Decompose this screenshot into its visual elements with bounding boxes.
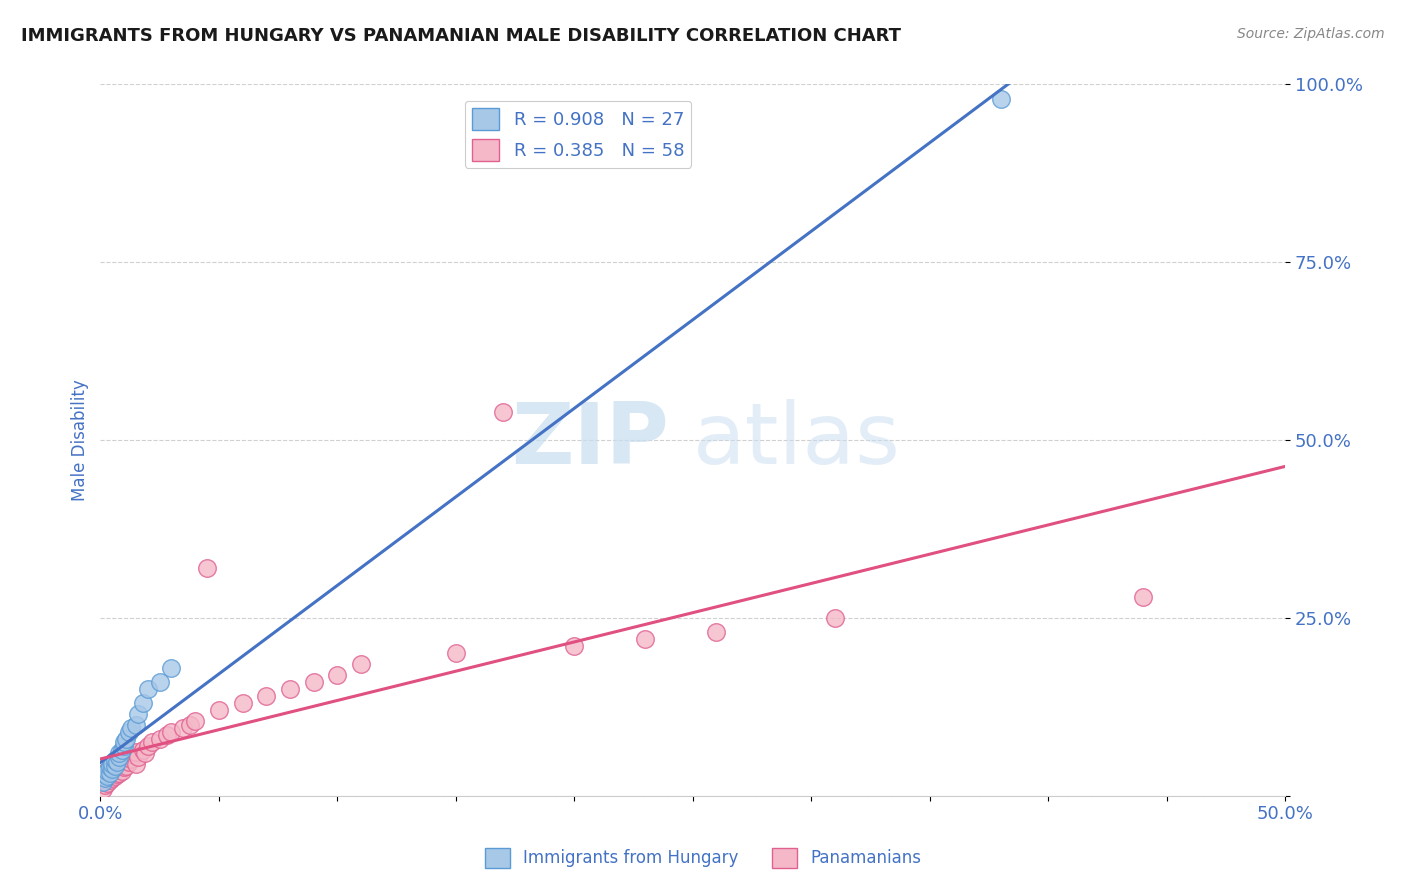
- Point: [103, 762, 125, 776]
- Point: [160, 724, 183, 739]
- Point: [98, 766, 121, 780]
- Point: [115, 731, 138, 746]
- Point: [94, 771, 117, 785]
- Point: [125, 756, 148, 771]
- Legend: Immigrants from Hungary, Panamanians: Immigrants from Hungary, Panamanians: [478, 841, 928, 875]
- Point: [824, 611, 846, 625]
- Y-axis label: Male Disability: Male Disability: [72, 379, 89, 501]
- Point: [132, 696, 155, 710]
- Point: [208, 703, 231, 717]
- Point: [91, 781, 114, 796]
- Point: [111, 764, 134, 778]
- Point: [111, 742, 134, 756]
- Point: [634, 632, 657, 647]
- Text: atlas: atlas: [693, 399, 901, 482]
- Point: [96, 764, 118, 778]
- Point: [444, 647, 467, 661]
- Point: [172, 721, 194, 735]
- Point: [96, 764, 118, 778]
- Point: [101, 756, 124, 771]
- Point: [103, 759, 125, 773]
- Point: [105, 753, 128, 767]
- Point: [103, 769, 125, 783]
- Point: [98, 773, 121, 788]
- Point: [115, 749, 138, 764]
- Point: [103, 753, 125, 767]
- Point: [101, 756, 124, 771]
- Point: [118, 755, 141, 769]
- Point: [990, 92, 1012, 106]
- Point: [1132, 590, 1154, 604]
- Point: [136, 681, 159, 696]
- Point: [112, 739, 135, 753]
- Text: IMMIGRANTS FROM HUNGARY VS PANAMANIAN MALE DISABILITY CORRELATION CHART: IMMIGRANTS FROM HUNGARY VS PANAMANIAN MA…: [21, 27, 901, 45]
- Point: [254, 689, 277, 703]
- Point: [125, 745, 148, 759]
- Point: [105, 767, 128, 781]
- Point: [706, 625, 728, 640]
- Point: [96, 769, 118, 783]
- Point: [112, 746, 135, 760]
- Point: [141, 735, 163, 749]
- Point: [492, 404, 515, 418]
- Point: [156, 728, 179, 742]
- Point: [350, 657, 373, 672]
- Point: [149, 675, 172, 690]
- Point: [108, 759, 131, 773]
- Point: [101, 762, 124, 776]
- Point: [231, 696, 253, 710]
- Point: [98, 760, 121, 774]
- Point: [98, 760, 121, 774]
- Point: [96, 776, 118, 790]
- Point: [105, 760, 128, 774]
- Point: [179, 717, 201, 731]
- Point: [120, 721, 142, 735]
- Point: [108, 749, 131, 764]
- Point: [149, 731, 172, 746]
- Point: [101, 771, 124, 785]
- Point: [108, 746, 131, 760]
- Point: [118, 724, 141, 739]
- Point: [120, 752, 142, 766]
- Point: [94, 778, 117, 792]
- Point: [91, 774, 114, 789]
- Point: [115, 759, 138, 773]
- Point: [98, 766, 121, 780]
- Point: [94, 771, 117, 785]
- Text: Source: ZipAtlas.com: Source: ZipAtlas.com: [1237, 27, 1385, 41]
- Point: [112, 735, 135, 749]
- Point: [94, 767, 117, 781]
- Point: [122, 747, 145, 762]
- Point: [108, 766, 131, 780]
- Text: ZIP: ZIP: [512, 399, 669, 482]
- Point: [112, 760, 135, 774]
- Point: [91, 774, 114, 789]
- Point: [105, 755, 128, 769]
- Legend: R = 0.908   N = 27, R = 0.385   N = 58: R = 0.908 N = 27, R = 0.385 N = 58: [465, 101, 692, 168]
- Point: [132, 742, 155, 756]
- Point: [562, 640, 585, 654]
- Point: [127, 749, 149, 764]
- Point: [111, 756, 134, 771]
- Point: [101, 764, 124, 778]
- Point: [134, 746, 156, 760]
- Point: [302, 675, 325, 690]
- Point: [125, 717, 148, 731]
- Point: [127, 706, 149, 721]
- Point: [278, 681, 301, 696]
- Point: [184, 714, 207, 728]
- Point: [160, 661, 183, 675]
- Point: [326, 668, 349, 682]
- Point: [195, 561, 218, 575]
- Point: [94, 767, 117, 781]
- Point: [136, 739, 159, 753]
- Point: [96, 769, 118, 783]
